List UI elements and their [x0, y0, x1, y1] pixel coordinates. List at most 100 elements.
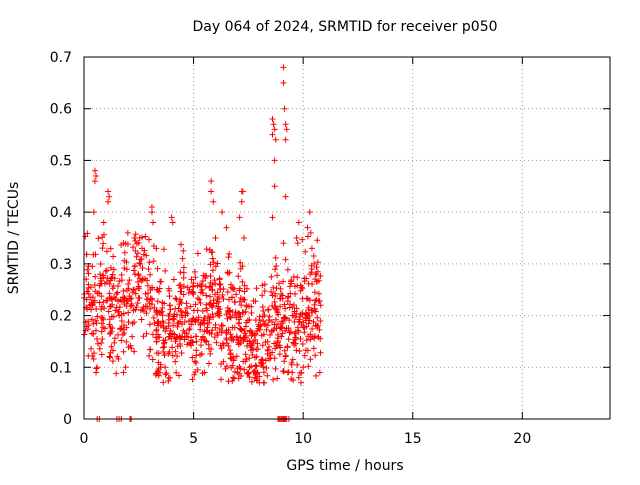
data-point — [98, 328, 105, 335]
data-point — [282, 352, 289, 359]
data-point — [122, 364, 129, 371]
data-point — [227, 351, 234, 358]
data-point — [219, 209, 226, 216]
data-point — [133, 240, 140, 247]
data-point — [129, 289, 136, 296]
data-point — [223, 363, 230, 370]
axis-ticks: 0 5 10 15 20 0 0.1 0.2 0.3 0.4 0.5 0.6 0.7 — [50, 50, 610, 447]
data-point — [244, 342, 251, 349]
data-point — [222, 365, 229, 372]
data-point — [282, 353, 289, 360]
data-point — [271, 355, 278, 362]
data-point — [263, 326, 270, 333]
data-point — [296, 318, 303, 325]
data-point — [240, 336, 247, 343]
data-point — [145, 266, 152, 273]
data-point — [196, 296, 203, 303]
data-point — [225, 296, 232, 303]
data-point — [246, 316, 253, 323]
data-point — [224, 289, 231, 296]
data-point — [248, 363, 255, 370]
data-point — [233, 291, 240, 298]
data-point — [301, 275, 308, 282]
data-point — [97, 275, 104, 282]
data-point — [110, 313, 117, 320]
data-point — [180, 274, 187, 281]
data-point — [248, 378, 255, 385]
data-point — [229, 294, 236, 301]
data-point — [130, 244, 137, 251]
data-point — [289, 369, 296, 376]
data-point — [88, 330, 95, 337]
data-point — [225, 378, 232, 385]
data-point — [286, 317, 293, 324]
data-point — [239, 263, 246, 270]
data-point — [109, 325, 116, 332]
data-point — [91, 297, 98, 304]
data-point — [189, 376, 196, 383]
data-point — [271, 183, 278, 190]
data-point — [271, 298, 278, 305]
data-point — [290, 340, 297, 347]
data-point — [183, 330, 190, 337]
data-point — [147, 305, 154, 312]
data-point — [174, 353, 181, 360]
data-point — [282, 136, 289, 143]
data-point — [236, 311, 243, 318]
data-point — [171, 316, 178, 323]
data-point — [178, 299, 185, 306]
data-point — [276, 280, 283, 287]
data-point — [211, 291, 218, 298]
data-point — [302, 317, 309, 324]
y-tick-label: 0.3 — [50, 257, 72, 273]
data-point — [282, 256, 289, 263]
data-point — [125, 285, 132, 292]
data-point — [125, 344, 132, 351]
data-point — [236, 214, 243, 221]
data-point — [151, 320, 158, 327]
data-point — [105, 308, 112, 315]
data-point — [131, 319, 138, 326]
data-point — [136, 295, 143, 302]
data-point — [311, 307, 318, 314]
data-point — [157, 322, 164, 329]
data-point — [165, 377, 172, 384]
data-point — [186, 325, 193, 332]
data-point — [123, 259, 130, 266]
data-point — [88, 299, 95, 306]
data-point — [225, 270, 232, 277]
y-axis-label: SRMTID / TECUs — [6, 182, 22, 295]
data-point — [263, 364, 270, 371]
data-point — [193, 338, 200, 345]
data-point — [238, 327, 245, 334]
data-point — [199, 333, 206, 340]
data-point — [290, 273, 297, 280]
data-point — [256, 373, 263, 380]
data-point — [143, 330, 150, 337]
data-point — [268, 273, 275, 280]
data-point — [217, 342, 224, 349]
data-point — [267, 332, 274, 339]
data-point — [106, 316, 113, 323]
data-point — [132, 290, 139, 297]
data-point — [281, 301, 288, 308]
data-point — [294, 274, 301, 281]
data-point — [280, 240, 287, 247]
data-point — [90, 251, 97, 258]
data-point — [251, 374, 258, 381]
data-point — [90, 209, 97, 216]
data-point — [160, 379, 167, 386]
data-point — [132, 306, 139, 313]
data-point — [258, 357, 265, 364]
data-point — [139, 245, 146, 252]
data-point — [146, 346, 153, 353]
data-point — [270, 376, 277, 383]
data-point — [305, 320, 312, 327]
data-point — [274, 375, 281, 382]
data-point — [237, 326, 244, 333]
data-point — [260, 318, 267, 325]
data-point — [207, 261, 214, 268]
data-point — [287, 328, 294, 335]
data-point — [185, 317, 192, 324]
